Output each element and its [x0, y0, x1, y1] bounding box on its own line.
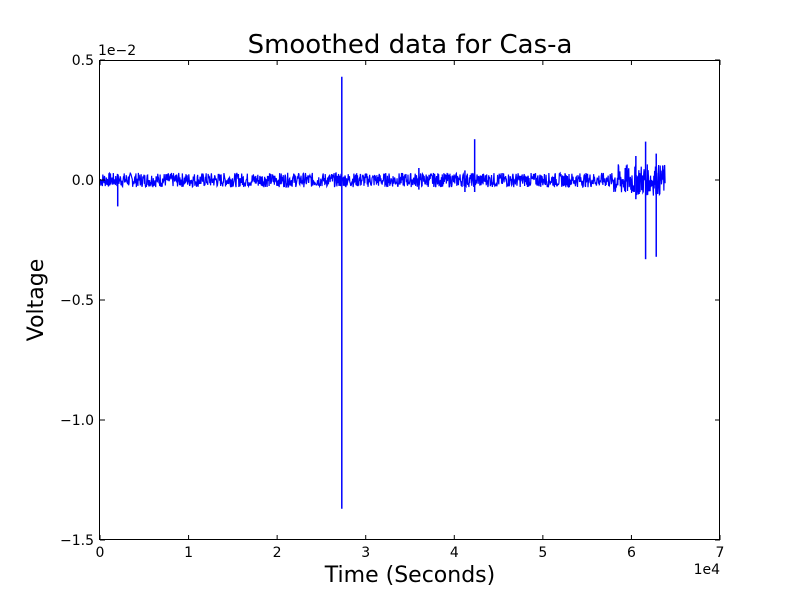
x-tick-label: 5	[538, 545, 547, 561]
x-tick-label: 0	[96, 545, 105, 561]
y-tick-label: −1.0	[60, 413, 94, 429]
signal-series-line	[99, 164, 666, 197]
x-offset-text: 1e4	[694, 562, 721, 578]
chart-title: Smoothed data for Cas-a	[248, 30, 573, 60]
x-tick-label: 2	[273, 545, 282, 561]
x-axis-label: Time (Seconds)	[324, 563, 495, 588]
x-tick-label: 3	[361, 545, 370, 561]
x-tick-label: 7	[716, 545, 725, 561]
x-tick-label: 1	[184, 545, 193, 561]
x-tick-label: 4	[450, 545, 459, 561]
axis-ticks: 0 1 2 3 4 5 6 7 0.5 0.0 −0.5 −1.0 −1.5	[60, 53, 724, 561]
plot-area	[99, 76, 666, 509]
x-tick-label: 6	[627, 545, 636, 561]
y-tick-label: 0.5	[72, 53, 94, 69]
y-tick-label: −0.5	[60, 293, 94, 309]
y-tick-label: 0.0	[72, 173, 94, 189]
plot-frame	[99, 60, 720, 540]
y-axis-label: Voltage	[24, 259, 49, 342]
y-tick-label: −1.5	[60, 533, 94, 549]
y-offset-text: 1e−2	[98, 43, 136, 59]
